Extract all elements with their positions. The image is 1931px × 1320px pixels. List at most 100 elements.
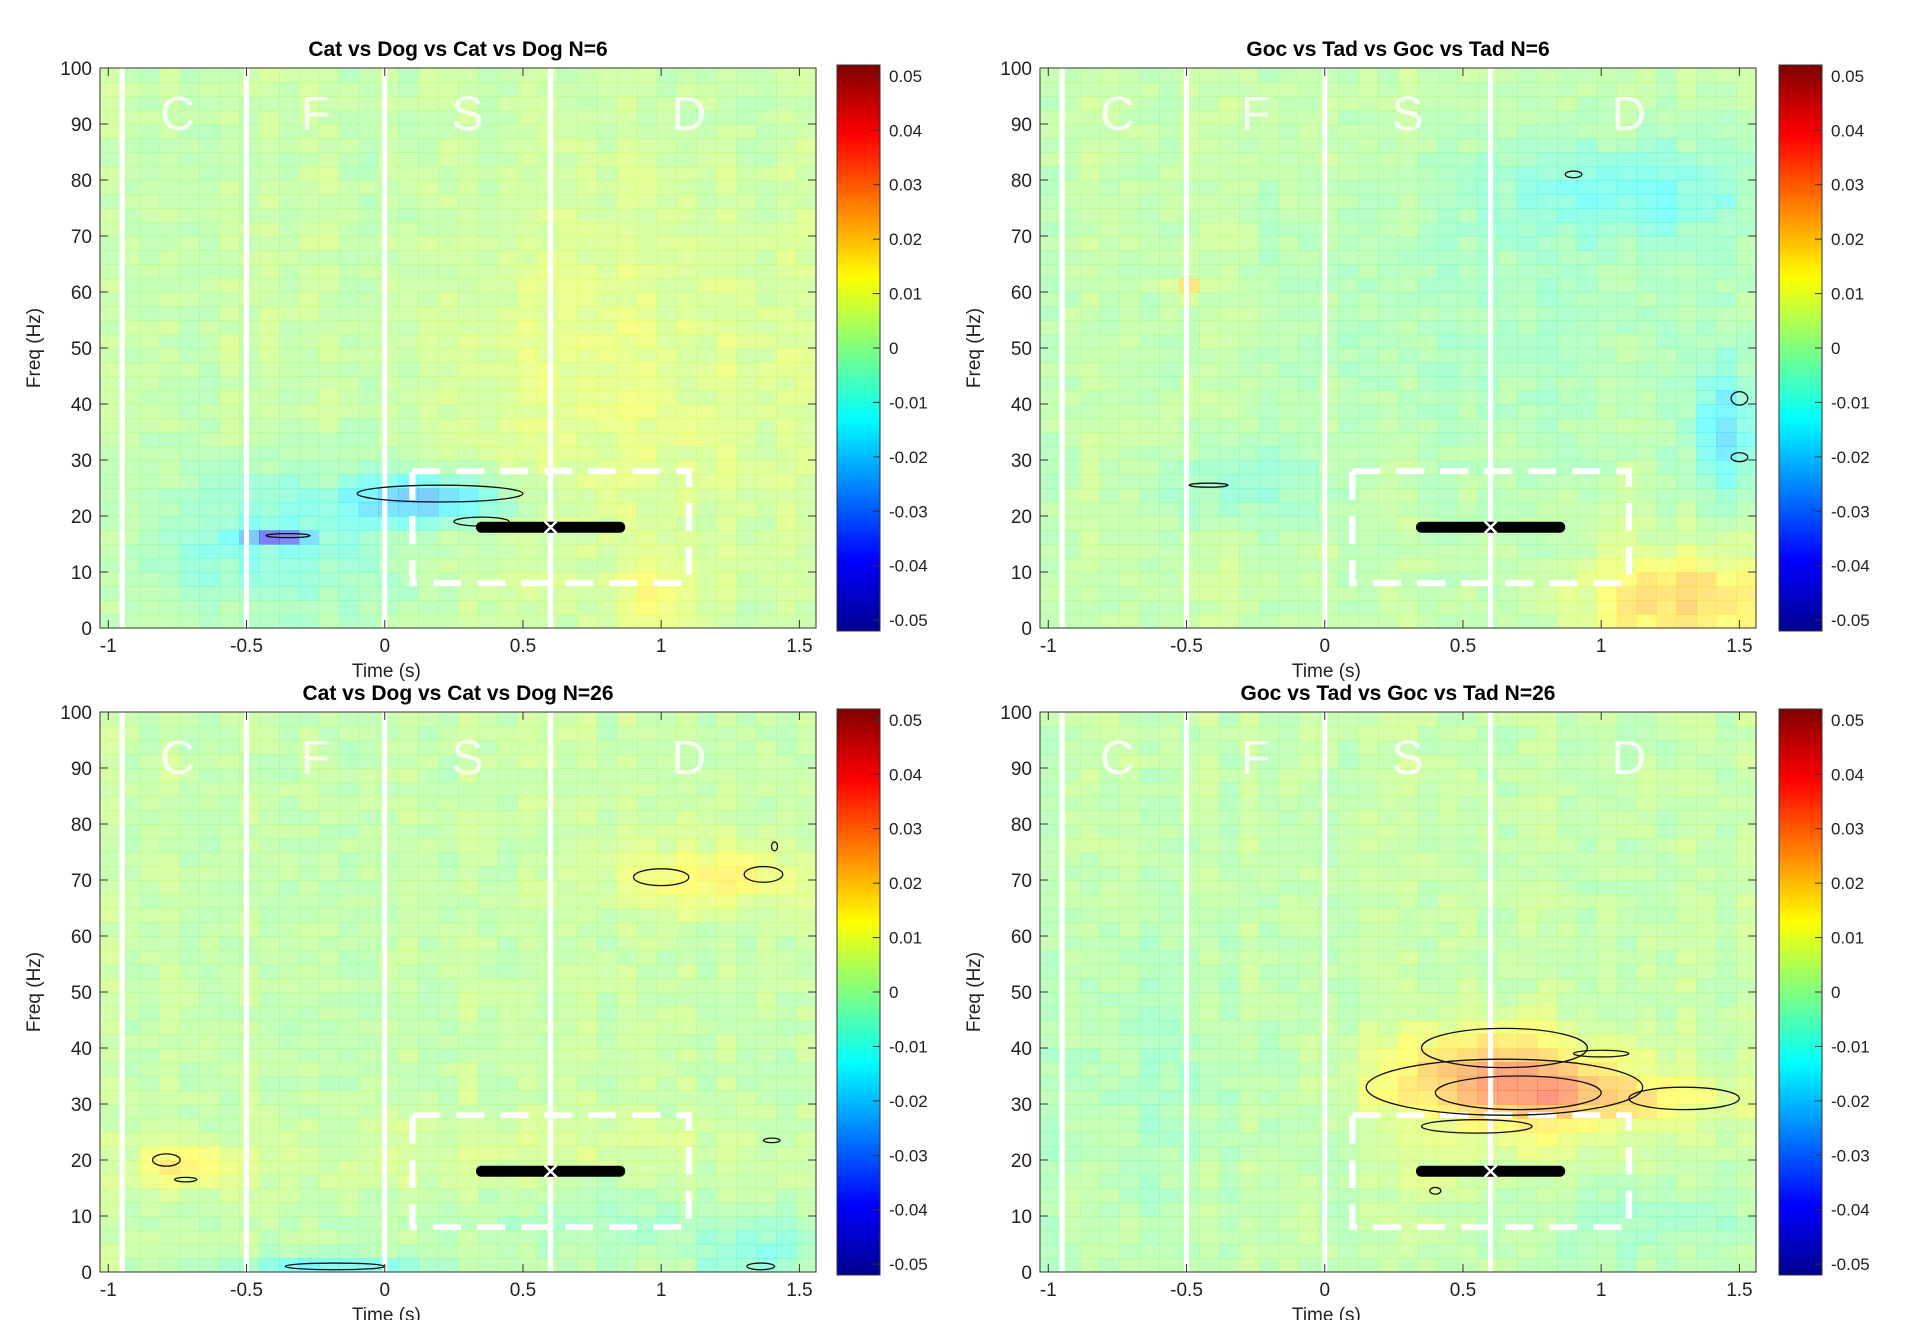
heatmap-cell: [1258, 208, 1280, 223]
heatmap-cell: [716, 152, 738, 167]
heatmap-cell: [1179, 292, 1200, 307]
heatmap-cell: [1199, 348, 1220, 363]
y-tick-label: 80: [71, 815, 92, 836]
heatmap-cell: [259, 362, 280, 377]
heatmap-cell: [577, 236, 598, 251]
heatmap-cell: [736, 166, 757, 181]
heatmap-cell: [139, 488, 161, 503]
heatmap-cell: [676, 586, 698, 601]
heatmap-cell: [637, 362, 658, 377]
heatmap-cell: [119, 194, 141, 209]
y-tick-label: 0: [1021, 619, 1032, 640]
heatmap-cell: [398, 166, 419, 181]
heatmap-cell: [796, 1258, 817, 1273]
heatmap-cell: [1059, 1118, 1081, 1133]
heatmap-cell: [219, 1216, 240, 1231]
heatmap-cell: [1736, 96, 1757, 111]
heatmap-cell: [1219, 1048, 1240, 1063]
heatmap-cell: [1457, 110, 1479, 125]
heatmap-cell: [1437, 502, 1459, 517]
heatmap-cell: [1278, 586, 1300, 601]
colorbar-tick-label: -0.03: [1831, 502, 1870, 521]
heatmap-cell: [557, 152, 578, 167]
heatmap-cell: [656, 334, 678, 349]
heatmap-cell: [1219, 138, 1240, 153]
x-tick-label: 1.5: [1726, 636, 1752, 657]
heatmap-cell: [1278, 432, 1300, 447]
heatmap-cell: [1298, 292, 1320, 307]
heatmap-cell: [338, 726, 360, 741]
heatmap-cell: [1517, 432, 1538, 447]
heatmap-cell: [1278, 208, 1300, 223]
heatmap-cell: [756, 474, 777, 489]
heatmap-cell: [119, 502, 141, 517]
heatmap-cell: [219, 1006, 240, 1021]
heatmap-cell: [199, 1062, 220, 1077]
heatmap-cell: [199, 362, 220, 377]
heatmap-cell: [418, 1258, 439, 1273]
heatmap-cell: [1079, 1006, 1101, 1021]
heatmap-cell: [537, 1132, 559, 1147]
heatmap-cell: [139, 936, 161, 951]
heatmap-cell: [696, 82, 718, 97]
heatmap-cell: [1596, 460, 1618, 475]
heatmap-cell: [477, 1062, 499, 1077]
heatmap-cell: [1716, 194, 1737, 209]
heatmap-cell: [139, 824, 161, 839]
heatmap-cell: [1159, 572, 1180, 587]
heatmap-cell: [318, 250, 340, 265]
heatmap-cell: [159, 376, 181, 391]
heatmap-cell: [1676, 614, 1697, 629]
x-tick-label: -0.5: [230, 636, 263, 657]
heatmap-cell: [1497, 488, 1518, 503]
heatmap-cell: [338, 96, 360, 111]
heatmap-cell: [438, 124, 459, 139]
heatmap-cell: [1716, 488, 1737, 503]
heatmap-cell: [358, 614, 380, 629]
heatmap-cell: [716, 796, 738, 811]
heatmap-cell: [418, 502, 439, 517]
colorbar-tick-label: -0.01: [889, 393, 928, 412]
heatmap-cell: [139, 68, 161, 83]
heatmap-cell: [736, 964, 757, 979]
heatmap-cell: [1040, 334, 1061, 349]
heatmap-cell: [1457, 502, 1479, 517]
heatmap-cell: [139, 320, 161, 335]
heatmap-cell: [259, 1230, 280, 1245]
heatmap-cell: [617, 530, 638, 545]
heatmap-cell: [358, 936, 380, 951]
heatmap-cell: [676, 894, 698, 909]
heatmap-cell: [796, 82, 817, 97]
heatmap-cell: [776, 1118, 797, 1133]
heatmap-cell: [1437, 320, 1459, 335]
heatmap-cell: [179, 194, 201, 209]
heatmap-cell: [617, 614, 638, 629]
heatmap-cell: [716, 1174, 738, 1189]
heatmap-cell: [1139, 1118, 1160, 1133]
heatmap-cell: [100, 1090, 121, 1105]
heatmap-cell: [318, 1216, 340, 1231]
heatmap-cell: [517, 292, 539, 307]
heatmap-cell: [179, 796, 201, 811]
heatmap-cell: [656, 978, 678, 993]
heatmap-cell: [557, 278, 578, 293]
heatmap-cell: [617, 964, 638, 979]
heatmap-cell: [199, 1090, 220, 1105]
heatmap-cell: [557, 726, 578, 741]
heatmap-cell: [358, 208, 380, 223]
heatmap-cell: [1736, 82, 1757, 97]
heatmap-cell: [179, 558, 201, 573]
heatmap-cell: [656, 1146, 678, 1161]
heatmap-cell: [537, 810, 559, 825]
heatmap-cell: [1517, 208, 1538, 223]
heatmap-cell: [1696, 474, 1717, 489]
heatmap-cell: [696, 222, 718, 237]
heatmap-cell: [1199, 1244, 1220, 1259]
heatmap-cell: [1219, 376, 1240, 391]
heatmap-cell: [1378, 390, 1399, 405]
heatmap-cell: [219, 1258, 240, 1273]
heatmap-cell: [1040, 852, 1061, 867]
heatmap-cell: [119, 82, 141, 97]
heatmap-cell: [716, 236, 738, 251]
heatmap-cell: [796, 796, 817, 811]
